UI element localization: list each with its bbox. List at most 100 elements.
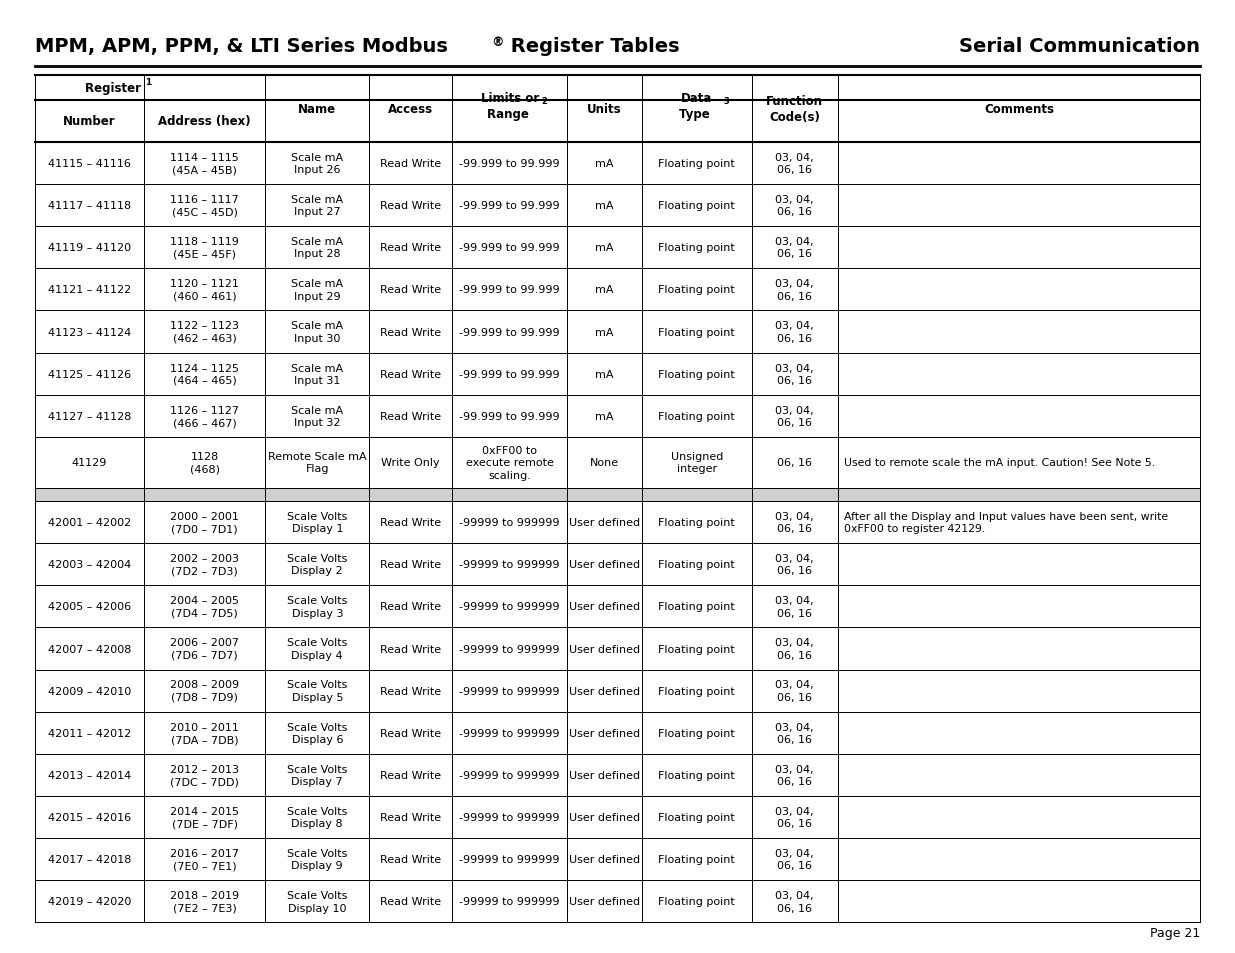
Text: After all the Display and Input values have been sent, write
0xFF00 to register : After all the Display and Input values h…	[844, 512, 1168, 534]
Text: 03, 04,
06, 16: 03, 04, 06, 16	[776, 806, 814, 828]
Text: 42009 – 42010: 42009 – 42010	[48, 686, 131, 696]
Text: Floating point: Floating point	[658, 644, 735, 654]
Text: Scale mA
Input 27: Scale mA Input 27	[291, 194, 343, 217]
Text: Scale Volts
Display 10: Scale Volts Display 10	[287, 890, 347, 913]
Text: 2000 – 2001
(7D0 – 7D1): 2000 – 2001 (7D0 – 7D1)	[170, 512, 240, 534]
Text: 41119 – 41120: 41119 – 41120	[48, 243, 131, 253]
Text: 03, 04,
06, 16: 03, 04, 06, 16	[776, 405, 814, 428]
Text: Data
Type: Data Type	[679, 92, 714, 121]
Text: 03, 04,
06, 16: 03, 04, 06, 16	[776, 321, 814, 343]
Text: -99999 to 999999: -99999 to 999999	[459, 686, 559, 696]
Text: mA: mA	[595, 370, 614, 379]
Text: Units: Units	[588, 103, 622, 116]
Text: Floating point: Floating point	[658, 854, 735, 864]
Text: Floating point: Floating point	[658, 159, 735, 169]
Text: -99.999 to 99.999: -99.999 to 99.999	[459, 159, 559, 169]
Text: User defined: User defined	[569, 728, 640, 738]
Text: 03, 04,
06, 16: 03, 04, 06, 16	[776, 363, 814, 386]
Text: Limits or
Range: Limits or Range	[480, 92, 538, 121]
Text: Used to remote scale the mA input. Caution! See Note 5.: Used to remote scale the mA input. Cauti…	[844, 457, 1155, 468]
Text: ®: ®	[492, 36, 504, 49]
Text: Scale Volts
Display 8: Scale Volts Display 8	[287, 806, 347, 828]
Text: Serial Communication: Serial Communication	[960, 37, 1200, 56]
Text: Remote Scale mA
Flag: Remote Scale mA Flag	[268, 452, 367, 474]
Text: User defined: User defined	[569, 686, 640, 696]
Text: Read Write: Read Write	[380, 812, 441, 822]
Text: 03, 04,
06, 16: 03, 04, 06, 16	[776, 890, 814, 913]
Text: User defined: User defined	[569, 517, 640, 528]
Text: Floating point: Floating point	[658, 517, 735, 528]
Text: 41121 – 41122: 41121 – 41122	[48, 285, 131, 295]
Text: 1: 1	[144, 78, 152, 88]
Text: 3: 3	[724, 96, 730, 106]
Text: 41115 – 41116: 41115 – 41116	[48, 159, 131, 169]
Text: -99.999 to 99.999: -99.999 to 99.999	[459, 285, 559, 295]
Text: 42005 – 42006: 42005 – 42006	[48, 601, 131, 612]
Text: 42001 – 42002: 42001 – 42002	[48, 517, 131, 528]
Text: 03, 04,
06, 16: 03, 04, 06, 16	[776, 237, 814, 259]
Text: Read Write: Read Write	[380, 159, 441, 169]
Text: Scale mA
Input 26: Scale mA Input 26	[291, 152, 343, 175]
Text: -99999 to 999999: -99999 to 999999	[459, 897, 559, 906]
Text: 2014 – 2015
(7DE – 7DF): 2014 – 2015 (7DE – 7DF)	[170, 806, 240, 828]
Text: 2006 – 2007
(7D6 – 7D7): 2006 – 2007 (7D6 – 7D7)	[170, 638, 240, 660]
Text: 2008 – 2009
(7D8 – 7D9): 2008 – 2009 (7D8 – 7D9)	[170, 679, 240, 702]
Text: Scale mA
Input 30: Scale mA Input 30	[291, 321, 343, 343]
Text: 41123 – 41124: 41123 – 41124	[48, 327, 131, 337]
Text: Floating point: Floating point	[658, 770, 735, 781]
Text: Scale Volts
Display 6: Scale Volts Display 6	[287, 721, 347, 744]
Text: Scale Volts
Display 3: Scale Volts Display 3	[287, 596, 347, 618]
Text: mA: mA	[595, 159, 614, 169]
Text: User defined: User defined	[569, 812, 640, 822]
Text: Scale Volts
Display 9: Scale Volts Display 9	[287, 848, 347, 870]
Text: 03, 04,
06, 16: 03, 04, 06, 16	[776, 848, 814, 870]
Text: 42011 – 42012: 42011 – 42012	[48, 728, 131, 738]
Text: Read Write: Read Write	[380, 728, 441, 738]
Text: Number: Number	[63, 115, 116, 129]
Text: -99.999 to 99.999: -99.999 to 99.999	[459, 327, 559, 337]
Text: 03, 04,
06, 16: 03, 04, 06, 16	[776, 279, 814, 301]
Text: 03, 04,
06, 16: 03, 04, 06, 16	[776, 512, 814, 534]
Text: 2012 – 2013
(7DC – 7DD): 2012 – 2013 (7DC – 7DD)	[170, 764, 240, 786]
Text: -99.999 to 99.999: -99.999 to 99.999	[459, 412, 559, 421]
Text: -99999 to 999999: -99999 to 999999	[459, 559, 559, 570]
Text: -99999 to 999999: -99999 to 999999	[459, 854, 559, 864]
Text: 03, 04,
06, 16: 03, 04, 06, 16	[776, 764, 814, 786]
Text: 41127 – 41128: 41127 – 41128	[48, 412, 131, 421]
Text: -99999 to 999999: -99999 to 999999	[459, 644, 559, 654]
Text: 03, 04,
06, 16: 03, 04, 06, 16	[776, 554, 814, 576]
Text: -99999 to 999999: -99999 to 999999	[459, 728, 559, 738]
Text: Read Write: Read Write	[380, 517, 441, 528]
Text: Read Write: Read Write	[380, 327, 441, 337]
Text: Scale Volts
Display 1: Scale Volts Display 1	[287, 512, 347, 534]
Text: Register: Register	[85, 82, 144, 95]
Text: User defined: User defined	[569, 559, 640, 570]
Text: User defined: User defined	[569, 897, 640, 906]
Text: Unsigned
integer: Unsigned integer	[671, 452, 722, 474]
Text: Floating point: Floating point	[658, 601, 735, 612]
Text: Read Write: Read Write	[380, 686, 441, 696]
Text: mA: mA	[595, 243, 614, 253]
Text: 41129: 41129	[72, 457, 107, 468]
Text: Floating point: Floating point	[658, 412, 735, 421]
Text: -99999 to 999999: -99999 to 999999	[459, 517, 559, 528]
Text: Scale mA
Input 32: Scale mA Input 32	[291, 405, 343, 428]
Text: 42015 – 42016: 42015 – 42016	[48, 812, 131, 822]
Text: 2002 – 2003
(7D2 – 7D3): 2002 – 2003 (7D2 – 7D3)	[170, 554, 240, 576]
Text: Floating point: Floating point	[658, 243, 735, 253]
Text: Scale mA
Input 28: Scale mA Input 28	[291, 237, 343, 259]
Text: Floating point: Floating point	[658, 686, 735, 696]
Text: 03, 04,
06, 16: 03, 04, 06, 16	[776, 194, 814, 217]
Text: User defined: User defined	[569, 770, 640, 781]
Text: MPM, APM, PPM, & LTI Series Modbus: MPM, APM, PPM, & LTI Series Modbus	[35, 37, 447, 56]
Text: 2004 – 2005
(7D4 – 7D5): 2004 – 2005 (7D4 – 7D5)	[170, 596, 240, 618]
Text: Read Write: Read Write	[380, 285, 441, 295]
Text: 03, 04,
06, 16: 03, 04, 06, 16	[776, 721, 814, 744]
Text: Page 21: Page 21	[1150, 925, 1200, 939]
Text: 42013 – 42014: 42013 – 42014	[48, 770, 131, 781]
Text: Read Write: Read Write	[380, 601, 441, 612]
Text: Read Write: Read Write	[380, 644, 441, 654]
Text: 1126 – 1127
(466 – 467): 1126 – 1127 (466 – 467)	[170, 405, 240, 428]
Text: -99.999 to 99.999: -99.999 to 99.999	[459, 243, 559, 253]
Text: Read Write: Read Write	[380, 201, 441, 211]
